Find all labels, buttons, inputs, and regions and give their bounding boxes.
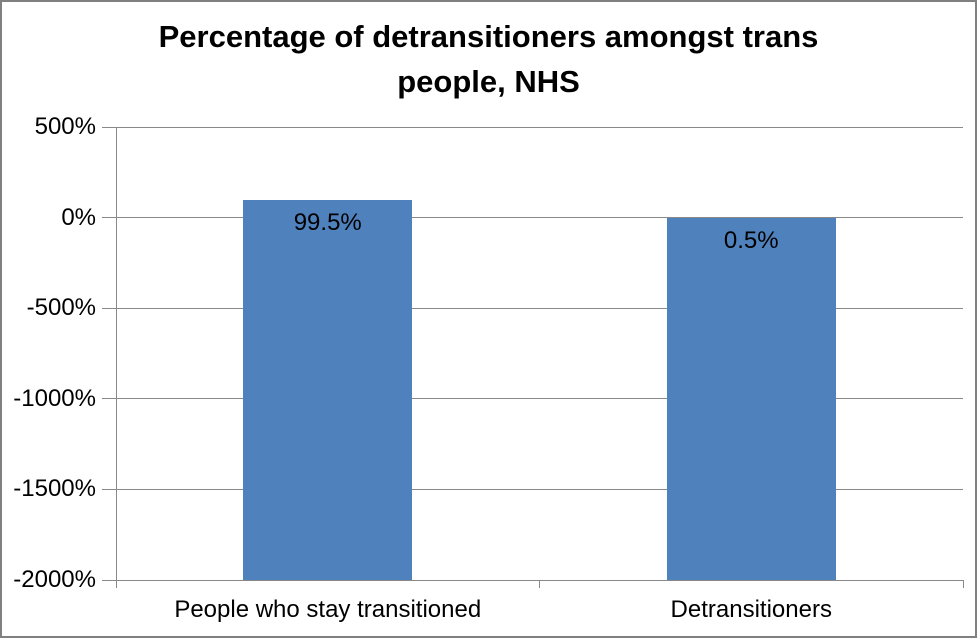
y-gridline bbox=[116, 126, 963, 128]
y-gridline bbox=[116, 398, 963, 400]
y-axis-tick-label: 500% bbox=[34, 113, 96, 140]
y-axis-tick-label: -1000% bbox=[13, 384, 96, 412]
y-axis-tick-label: 0% bbox=[61, 203, 96, 231]
chart-title-line-1: Percentage of detransitioners amongst tr… bbox=[158, 19, 819, 54]
bar-value-label: 99.5% bbox=[293, 208, 362, 236]
y-tick-mark bbox=[102, 307, 116, 309]
x-category-label: Detransitioners bbox=[670, 596, 832, 623]
chart-title: Percentage of detransitioners amongst tr… bbox=[2, 14, 975, 104]
y-tick-mark bbox=[102, 579, 116, 581]
y-tick-mark bbox=[102, 398, 116, 400]
chart-title-line-2: people, NHS bbox=[397, 64, 580, 99]
x-tick-mark bbox=[962, 580, 964, 588]
y-tick-mark bbox=[102, 488, 116, 490]
y-gridline bbox=[116, 307, 963, 309]
y-axis-tick-label: -500% bbox=[26, 294, 96, 322]
bar-value-label: 0.5% bbox=[723, 226, 779, 254]
y-axis-tick-label: -2000% bbox=[13, 566, 96, 593]
y-tick-mark bbox=[102, 217, 116, 219]
x-category-label: People who stay transitioned bbox=[174, 596, 482, 623]
x-tick-mark bbox=[539, 580, 540, 588]
y-axis-tick-label: -1500% bbox=[13, 475, 96, 503]
y-gridline bbox=[116, 488, 963, 490]
y-axis-line bbox=[115, 127, 117, 588]
y-tick-mark bbox=[102, 126, 116, 128]
y-gridline bbox=[116, 217, 963, 219]
bar bbox=[666, 217, 836, 580]
bar bbox=[243, 199, 413, 580]
